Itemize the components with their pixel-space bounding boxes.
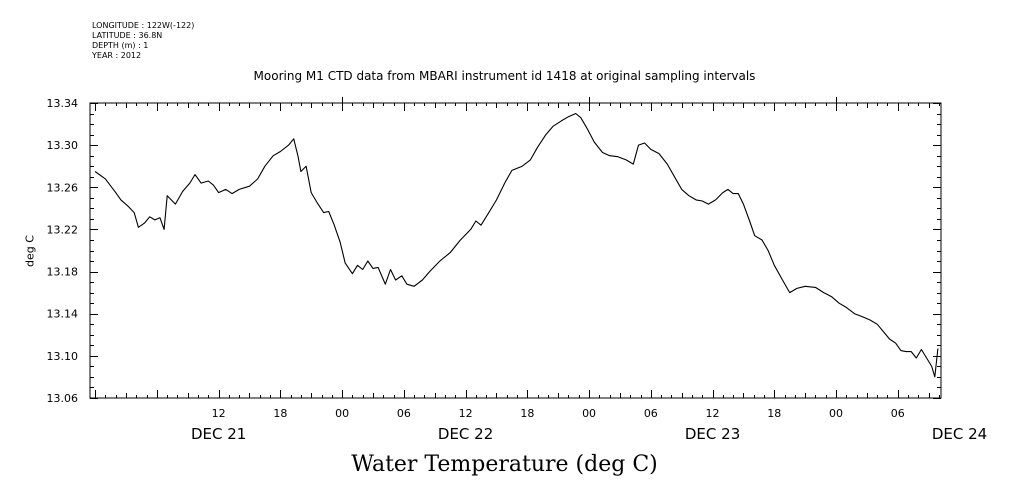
depth-text: DEPTH (m) : 1 <box>92 41 149 50</box>
x-axis-label: Water Temperature (deg C) <box>351 452 658 477</box>
y-tick-label: 13.14 <box>47 308 79 321</box>
chart-title: Mooring M1 CTD data from MBARI instrumen… <box>253 69 756 83</box>
x-tick-label: 06 <box>397 407 411 420</box>
x-tick-label: 06 <box>644 407 658 420</box>
x-tick-label: 00 <box>582 407 596 420</box>
y-tick-label: 13.34 <box>47 97 79 110</box>
metadata-block: LONGITUDE : 122W(-122) LATITUDE : 36.8N … <box>92 21 194 61</box>
year-text: YEAR : 2012 <box>92 51 142 60</box>
y-tick-label: 13.22 <box>47 223 79 236</box>
water-temperature-line <box>94 112 939 378</box>
day-label: DEC 22 <box>438 425 493 443</box>
day-label: DEC 21 <box>191 425 246 443</box>
x-tick-label: 18 <box>273 407 287 420</box>
latitude-text: LATITUDE : 36.8N <box>92 31 163 40</box>
x-tick-label: 00 <box>829 407 843 420</box>
x-tick-label: 06 <box>891 407 905 420</box>
x-tick-label: 00 <box>335 407 349 420</box>
y-tick-label: 13.30 <box>47 139 79 152</box>
y-tick-label: 13.06 <box>47 392 79 405</box>
y-tick-label: 13.10 <box>47 350 79 363</box>
longitude-text: LONGITUDE : 122W(-122) <box>92 21 195 30</box>
day-label: DEC 24 <box>932 425 987 443</box>
x-tick-label: 12 <box>459 407 473 420</box>
y-tick-label: 13.18 <box>47 266 79 279</box>
plot-frame <box>89 102 942 399</box>
x-tick-label: 12 <box>212 407 226 420</box>
x-tick-label: 18 <box>767 407 781 420</box>
y-tick-label: 13.26 <box>47 181 79 194</box>
x-tick-label: 18 <box>520 407 534 420</box>
x-tick-label: 12 <box>706 407 720 420</box>
day-label: DEC 23 <box>685 425 740 443</box>
